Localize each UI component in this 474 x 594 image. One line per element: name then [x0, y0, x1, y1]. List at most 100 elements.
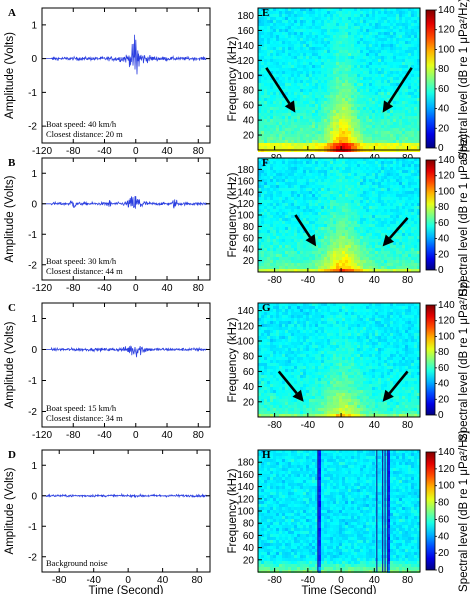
- y-axis-label: Frequency (kHz): [227, 468, 239, 553]
- x-tick-label: 0: [133, 283, 139, 294]
- panel-letter: H: [262, 449, 271, 461]
- colorbar-tick-label: 0: [438, 143, 444, 154]
- y-tick-label: 40: [243, 382, 255, 393]
- axes-frame: [257, 302, 421, 418]
- y-axis-label: Amplitude (Volts): [4, 321, 16, 408]
- y-tick-label: 160: [237, 470, 254, 481]
- x-tick-label: 80: [193, 430, 205, 441]
- x-tick-label: -40: [97, 430, 112, 441]
- panel-letter: B: [8, 157, 16, 169]
- y-tick-label: -1: [28, 376, 37, 387]
- y-tick-label: 1: [31, 20, 37, 31]
- y-tick-label: 20: [243, 397, 255, 408]
- y-tick-label: 80: [243, 222, 255, 233]
- x-tick-label: 0: [338, 420, 344, 431]
- x-tick-label: 0: [338, 575, 344, 586]
- colorbar-tick-label: 120: [438, 25, 455, 36]
- arrow-head: [382, 389, 394, 402]
- annotation: Boat speed: 40 km/h: [46, 119, 117, 129]
- annotation: Background noise: [46, 558, 108, 568]
- x-axis-label: Time (Second): [89, 585, 164, 594]
- x-tick-label: -40: [97, 283, 112, 294]
- x-tick-label: -120: [32, 146, 52, 157]
- annotation: Closest distance: 20 m: [46, 129, 123, 139]
- y-axis-label: Frequency (kHz): [227, 317, 239, 402]
- y-tick-label: -2: [28, 122, 37, 133]
- y-axis-label: Frequency (kHz): [227, 172, 239, 257]
- x-tick-label: 0: [133, 146, 139, 157]
- y-tick-label: 180: [237, 458, 254, 469]
- y-tick-label: -1: [28, 522, 37, 533]
- colorbar-tick-label: 20: [438, 394, 450, 405]
- x-tick-label: 0: [133, 430, 139, 441]
- colorbar-tick-label: 80: [438, 64, 450, 75]
- colorbar-label: Spectral level (dB re 1 μPa²/Hz): [458, 279, 470, 441]
- y-tick-label: 120: [237, 321, 254, 332]
- annotation: Closest distance: 44 m: [46, 266, 123, 276]
- panel-letter: C: [8, 302, 16, 314]
- y-tick-label: 80: [243, 352, 255, 363]
- x-tick-label: -80: [66, 283, 81, 294]
- x-tick-label: 40: [161, 430, 173, 441]
- panel-letter: D: [8, 449, 16, 461]
- arrow-head: [284, 100, 296, 113]
- x-axis-label: Time (Second): [302, 585, 377, 594]
- colorbar-tick-label: 0: [438, 410, 444, 421]
- colorbar-tick-label: 60: [438, 363, 450, 374]
- y-tick-label: 180: [237, 165, 254, 176]
- y-tick-label: 100: [237, 507, 254, 518]
- x-tick-label: 80: [193, 146, 205, 157]
- y-tick-label: 60: [243, 233, 255, 244]
- y-tick-label: -1: [28, 230, 37, 241]
- waveform-panel-b: 1 0 -1 -2 -120 -80 -40 0 40 80 Amplitude (Volts) B B…: [4, 157, 211, 294]
- y-axis-label: Amplitude (Volts): [4, 32, 16, 119]
- panel-letter: A: [8, 7, 16, 19]
- arrow-shaft: [388, 370, 409, 395]
- colorbar-tick-label: 100: [438, 44, 455, 55]
- y-axis-label: Amplitude (Volts): [4, 175, 16, 262]
- waveform-panel-c: 1 0 -1 -2 -120 -80 -40 0 40 80 Amplitude (Volts) C B…: [4, 302, 211, 441]
- colorbar-tick-label: 80: [438, 347, 450, 358]
- panel-letter: F: [262, 157, 269, 169]
- x-tick-label: 80: [402, 575, 414, 586]
- arrow-head: [292, 389, 304, 402]
- x-tick-label: 80: [402, 275, 414, 286]
- arrow-head: [382, 100, 394, 113]
- annotation: Closest distance: 34 m: [46, 413, 123, 423]
- y-tick-label: 60: [243, 367, 255, 378]
- y-tick-label: 120: [237, 199, 254, 210]
- waveform-trace: [42, 34, 210, 75]
- y-tick-label: 0: [31, 199, 37, 210]
- y-tick-label: 140: [237, 306, 254, 317]
- y-tick-label: 80: [243, 519, 255, 530]
- x-tick-label: 40: [369, 420, 381, 431]
- spectrogram-cells: [258, 8, 420, 152]
- y-tick-label: 140: [237, 188, 254, 199]
- x-tick-label: 80: [193, 283, 205, 294]
- y-tick-label: -2: [28, 260, 37, 271]
- colorbar-tick-label: 140: [438, 5, 455, 16]
- y-tick-label: 0: [31, 54, 37, 65]
- panel-letter: E: [262, 7, 269, 19]
- y-tick-label: 20: [243, 256, 255, 267]
- arrow-head: [382, 234, 394, 247]
- colorbar-tick-label: 100: [438, 331, 455, 342]
- colorbar-tick-label: 120: [438, 464, 455, 475]
- y-axis-label: Amplitude (Volts): [4, 467, 16, 554]
- axes-frame: [257, 7, 421, 151]
- spectrogram-panel-e: 20406080100120140160180-80-4004080Freque…: [227, 0, 470, 164]
- spectrogram-cells: [258, 450, 420, 573]
- x-tick-label: 80: [402, 420, 414, 431]
- colorbar-label: Spectral level (dB re 1 μPa²/Hz): [458, 134, 470, 296]
- x-tick-label: -40: [301, 575, 316, 586]
- x-tick-label: -80: [66, 430, 81, 441]
- colorbar-tick-label: 100: [438, 186, 455, 197]
- x-tick-label: -80: [267, 420, 282, 431]
- colorbar-label: Spectral level (dB re 1 μPa²/Hz): [458, 430, 470, 592]
- y-tick-label: 80: [243, 86, 255, 97]
- colorbar-label: Spectral level (dB re 1 μPa²/Hz): [458, 0, 470, 160]
- y-tick-label: 100: [237, 71, 254, 82]
